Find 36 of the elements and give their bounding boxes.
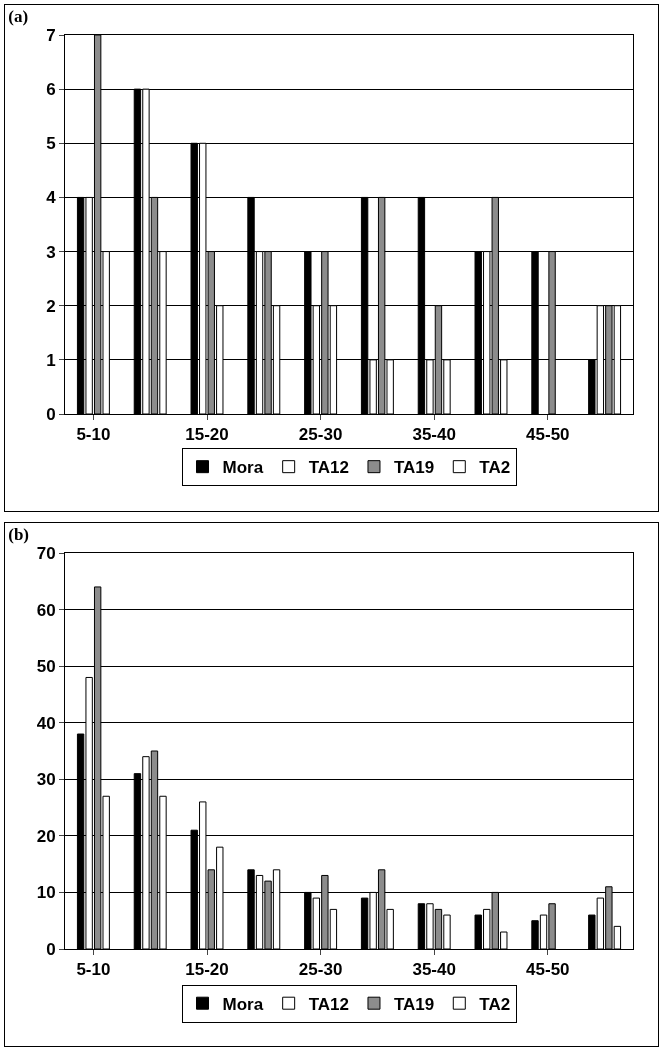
chart-title: (b) xyxy=(8,525,30,545)
y-tick-label: 70 xyxy=(36,543,56,563)
y-tick-label: 0 xyxy=(46,939,56,959)
x-tick-label: 25-30 xyxy=(298,960,343,980)
legend-label: Mora xyxy=(222,994,264,1014)
x-tick-label: 5-10 xyxy=(76,425,111,445)
y-tick-label: 10 xyxy=(36,883,56,903)
x-tick-label: 15-20 xyxy=(185,960,229,980)
chart-title: (a) xyxy=(8,6,29,26)
y-tick-label: 2 xyxy=(46,296,56,316)
legend-label: TA12 xyxy=(308,994,349,1014)
y-tick-label: 7 xyxy=(46,25,56,45)
x-tick-label: 25-30 xyxy=(298,425,343,445)
y-tick-label: 6 xyxy=(46,80,56,100)
y-tick-label: 4 xyxy=(46,188,57,208)
legend-label: TA19 xyxy=(393,458,435,478)
y-tick-label: 1 xyxy=(46,350,56,370)
y-tick-label: 50 xyxy=(36,657,56,677)
y-tick-label: 3 xyxy=(46,242,56,262)
legend-label: TA2 xyxy=(479,458,511,478)
y-tick-label: 60 xyxy=(36,600,56,620)
x-tick-label: 5-10 xyxy=(76,960,111,980)
x-tick-label: 45-50 xyxy=(526,425,570,445)
x-tick-label: 35-40 xyxy=(412,960,456,980)
x-tick-label: 45-50 xyxy=(526,960,570,980)
x-tick-label: 15-20 xyxy=(185,425,229,445)
y-tick-label: 40 xyxy=(36,713,56,733)
legend-label: TA12 xyxy=(308,458,349,478)
x-tick-label: 35-40 xyxy=(412,425,456,445)
y-tick-label: 20 xyxy=(36,826,56,846)
y-tick-label: 5 xyxy=(46,134,56,154)
y-tick-label: 0 xyxy=(46,404,56,424)
legend-label: Mora xyxy=(222,458,264,478)
legend-label: TA19 xyxy=(393,994,435,1014)
legend-label: TA2 xyxy=(479,994,511,1014)
y-tick-label: 30 xyxy=(36,770,56,790)
